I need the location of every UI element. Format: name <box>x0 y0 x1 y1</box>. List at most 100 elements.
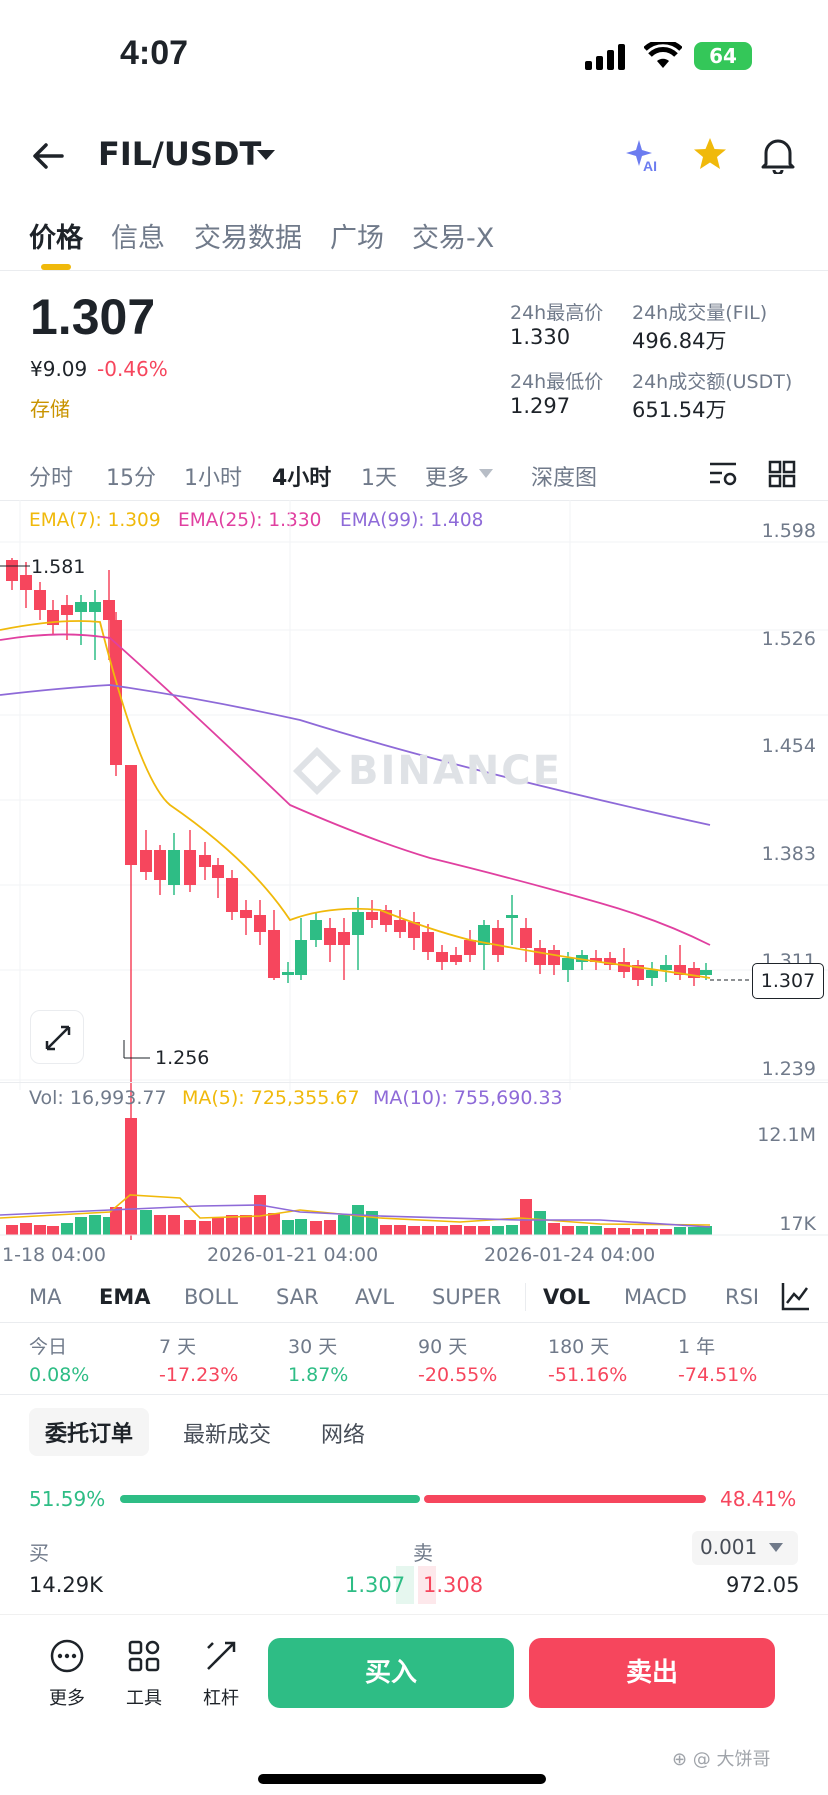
sell-button[interactable]: 卖出 <box>529 1638 775 1708</box>
more-dots-icon <box>50 1639 84 1673</box>
volume-bar <box>674 1227 686 1235</box>
y-tick: 1.239 <box>761 1058 816 1080</box>
low-label: 24h最低价 <box>510 371 604 393</box>
volume-bar <box>590 1226 602 1235</box>
footer-watermark: ⊕ @ 大饼哥 <box>672 1749 771 1770</box>
interval-1h[interactable]: 1小时 <box>184 466 242 491</box>
y-tick: 1.383 <box>761 843 816 865</box>
ema25-line <box>0 633 711 946</box>
svg-text:AI: AI <box>643 158 657 172</box>
volume-bar <box>660 1229 672 1235</box>
category-tag[interactable]: 存储 <box>30 397 70 421</box>
interval-timeline[interactable]: 分时 <box>29 466 74 491</box>
pair-title[interactable]: FIL/USDT <box>98 135 262 173</box>
bid-depth-bar <box>396 1566 414 1604</box>
divider <box>0 1394 828 1395</box>
perf-value: -20.55% <box>418 1364 498 1386</box>
indicator-ma[interactable]: MA <box>29 1285 62 1309</box>
fullscreen-button[interactable] <box>30 1010 84 1064</box>
ask-price[interactable]: 1.308 <box>423 1573 484 1597</box>
volume-bar <box>618 1228 630 1235</box>
tab-trade-x[interactable]: 交易-X <box>412 223 495 254</box>
volume-bar <box>352 1205 364 1235</box>
tab-order-book[interactable]: 委托订单 <box>29 1408 150 1456</box>
tab-latest-trades[interactable]: 最新成交 <box>183 1423 272 1448</box>
leverage-button[interactable]: 杠杆 <box>191 1638 251 1710</box>
indicator-super[interactable]: SUPER <box>432 1285 502 1309</box>
tab-price[interactable]: 价格 <box>29 223 83 254</box>
volume-bar <box>436 1226 448 1235</box>
indicator-settings-icon[interactable] <box>780 1280 812 1312</box>
binance-logo-icon <box>292 746 342 796</box>
divider <box>0 1322 828 1323</box>
x-tick: 2026-01-21 04:00 <box>207 1244 379 1266</box>
back-arrow-icon[interactable] <box>32 142 64 170</box>
volume-ma10-line <box>0 1204 711 1228</box>
home-indicator <box>258 1774 546 1784</box>
indicator-sar[interactable]: SAR <box>276 1285 319 1309</box>
candle-body <box>226 878 238 912</box>
tab-trading-data[interactable]: 交易数据 <box>194 223 302 254</box>
indicator-macd[interactable]: MACD <box>624 1285 687 1309</box>
bid-price[interactable]: 1.307 <box>345 1573 406 1597</box>
candle-body <box>154 850 166 880</box>
ai-sparkle-icon[interactable]: AI <box>625 138 665 172</box>
ask-depth-bar <box>418 1566 436 1604</box>
sell-ratio-bar <box>424 1495 706 1503</box>
candle-body <box>478 925 490 945</box>
active-tab-indicator <box>41 264 71 270</box>
volume-bar <box>562 1226 574 1235</box>
buy-button[interactable]: 买入 <box>268 1638 514 1708</box>
tab-square[interactable]: 广场 <box>330 223 384 254</box>
candle-body <box>492 928 504 955</box>
caret-down-icon <box>479 469 493 478</box>
bid-quantity: 14.29K <box>29 1573 103 1597</box>
tab-network[interactable]: 网络 <box>321 1423 366 1448</box>
interval-depth[interactable]: 深度图 <box>531 466 598 491</box>
more-button[interactable]: 更多 <box>37 1638 97 1710</box>
bell-icon[interactable] <box>760 136 796 174</box>
tab-info[interactable]: 信息 <box>111 223 165 254</box>
candle-body <box>282 972 294 975</box>
volume-bar <box>282 1220 294 1235</box>
indicator-boll[interactable]: BOLL <box>184 1285 238 1309</box>
caret-down-icon[interactable] <box>256 148 276 162</box>
perf-value: 1.87% <box>288 1364 349 1386</box>
volume-bar <box>632 1229 644 1235</box>
candle-body <box>604 958 616 965</box>
volume-bar <box>700 1226 712 1235</box>
perf-value: -17.23% <box>159 1364 239 1386</box>
volume-bar <box>295 1219 307 1235</box>
tools-grid-icon <box>128 1640 160 1672</box>
grid-layout-icon[interactable] <box>768 460 796 488</box>
candlestick-chart[interactable] <box>0 500 828 1240</box>
cny-price: ¥9.09 <box>30 357 88 381</box>
battery-level: 64 <box>709 44 737 68</box>
interval-4h[interactable]: 4小时 <box>272 466 332 491</box>
indicator-vol[interactable]: VOL <box>543 1285 591 1309</box>
indicator-rsi[interactable]: RSI <box>725 1285 760 1309</box>
volume-bar <box>140 1210 152 1235</box>
volume-bar <box>199 1221 211 1235</box>
precision-select[interactable]: 0.001 <box>692 1531 798 1565</box>
interval-15m[interactable]: 15分 <box>106 466 156 491</box>
volume-bar <box>576 1226 588 1235</box>
candle-body <box>184 850 196 885</box>
volume-bar <box>212 1218 224 1235</box>
volume-bar <box>184 1220 196 1235</box>
candle-body <box>103 600 115 620</box>
interval-1d[interactable]: 1天 <box>361 466 397 491</box>
volume-bar <box>154 1215 166 1235</box>
interval-more[interactable]: 更多 <box>425 466 470 491</box>
binance-wordmark: BINANCE <box>348 748 562 794</box>
indicator-avl[interactable]: AVL <box>355 1285 395 1309</box>
volume-bar <box>89 1215 101 1235</box>
candle-body <box>422 932 434 952</box>
buy-ratio-bar <box>120 1495 420 1503</box>
x-tick: 1-18 04:00 <box>2 1244 106 1266</box>
high-value: 1.330 <box>510 325 571 349</box>
tools-button[interactable]: 工具 <box>114 1638 174 1710</box>
indicator-ema[interactable]: EMA <box>99 1285 151 1309</box>
favorite-star-icon[interactable] <box>692 137 728 171</box>
chart-settings-icon[interactable] <box>708 460 738 488</box>
